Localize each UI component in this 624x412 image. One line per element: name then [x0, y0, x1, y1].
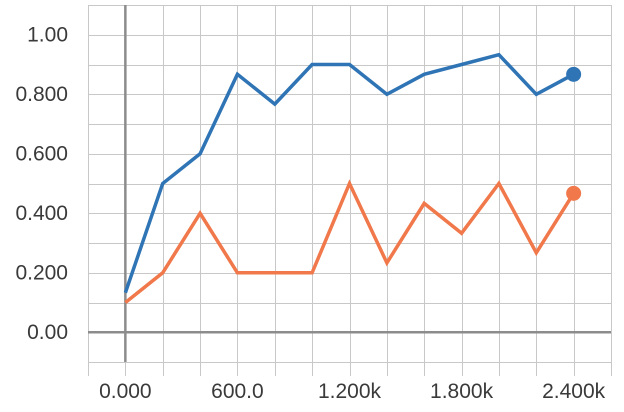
y-tick-label: 1.00 — [27, 23, 68, 46]
grid — [88, 5, 612, 376]
y-tick-label: 0.400 — [15, 202, 68, 225]
y-tick-labels: 0.00 0.200 0.400 0.600 0.800 1.00 — [15, 23, 68, 344]
x-tick-label: 2.400k — [542, 380, 606, 403]
axes — [88, 5, 611, 362]
y-tick-label: 0.800 — [15, 83, 68, 106]
y-tick-label: 0.00 — [27, 321, 68, 344]
x-tick-labels: 0.000 600.0 1.200k 1.800k 2.400k — [99, 380, 606, 403]
series-2-end-marker — [566, 185, 582, 201]
x-tick-label: 600.0 — [211, 380, 264, 403]
series-1-line — [123, 52, 575, 294]
x-tick-label: 1.800k — [430, 380, 494, 403]
y-tick-label: 0.600 — [15, 142, 68, 165]
series-group — [123, 52, 582, 304]
y-tick-label: 0.200 — [15, 261, 68, 284]
x-tick-label: 1.200k — [318, 380, 382, 403]
series-2-line — [124, 179, 576, 304]
x-tick-label: 0.000 — [99, 380, 152, 403]
series-1-end-marker — [566, 66, 582, 82]
